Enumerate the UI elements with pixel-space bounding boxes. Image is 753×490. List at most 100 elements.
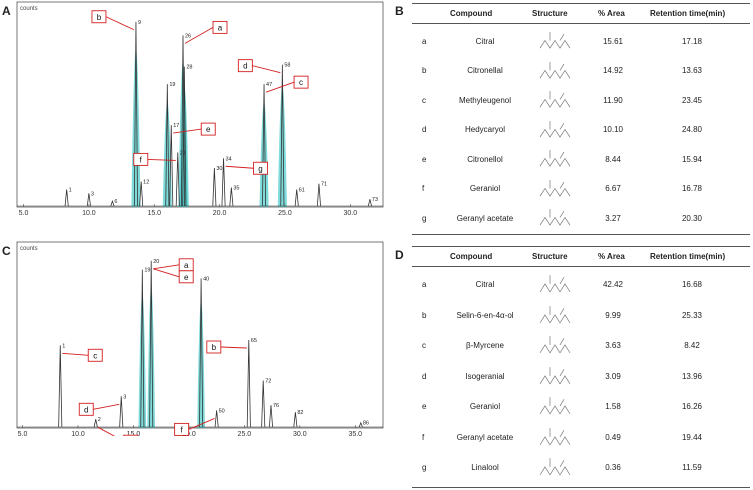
area-value: 0.49 <box>605 432 621 442</box>
peak-28 <box>182 66 187 207</box>
col-header-structure: Structure <box>532 9 568 18</box>
compound-name: Citronellol <box>467 154 503 164</box>
row-id: b <box>422 66 427 76</box>
col-header-rt: Retention time(min) <box>650 9 726 18</box>
area-value: 0.36 <box>605 463 621 473</box>
peak-label: 47 <box>266 82 272 88</box>
callout-arrow <box>153 264 180 270</box>
row-id: c <box>422 341 426 351</box>
callout-box-b <box>91 10 107 24</box>
plot-frame <box>16 1 384 208</box>
peak-50 <box>214 410 219 428</box>
row-id: b <box>422 310 427 320</box>
peak-label: 40 <box>203 276 209 282</box>
retention-time-value: 25.33 <box>681 310 703 320</box>
chromatogram-c-svg: counts5.010.015.020.025.030.035.01231920… <box>16 241 384 436</box>
peak-label: 50 <box>219 408 225 414</box>
retention-time-value: 13.63 <box>681 66 703 76</box>
peak-3 <box>86 193 91 207</box>
x-tick-label: 10.0 <box>82 210 96 217</box>
table-header-rule <box>412 23 750 24</box>
peak-30 <box>212 167 217 207</box>
callout-letter: b <box>212 343 217 352</box>
peak-17 <box>169 125 174 207</box>
callout-letter: f <box>140 155 143 164</box>
y-axis-label: counts <box>20 246 38 252</box>
retention-time-value: 24.80 <box>681 125 703 135</box>
peak-label: 30 <box>216 166 222 172</box>
peak-34 <box>221 158 226 207</box>
peak-label: 1 <box>62 343 65 349</box>
structure-f <box>539 427 571 446</box>
peak-label: 71 <box>321 182 327 188</box>
callout-letter: a <box>184 261 189 270</box>
peak-label: 61 <box>299 187 305 193</box>
row-id: g <box>422 463 427 473</box>
structure-f <box>539 179 571 197</box>
peak-label: 86 <box>363 421 369 427</box>
callout-box-e <box>178 270 194 284</box>
callout-box-g <box>123 434 139 436</box>
peak-label: 35 <box>233 186 239 192</box>
peak-3 <box>119 396 124 428</box>
peak-deconvolution-area <box>138 293 147 428</box>
table-bottom-rule <box>412 234 750 235</box>
peak-label: 65 <box>251 338 257 344</box>
peak-1 <box>58 345 63 428</box>
area-value: 11.90 <box>603 95 623 105</box>
y-axis-label: counts <box>20 6 38 12</box>
callout-letter: a <box>218 23 223 32</box>
peak-label: 17 <box>173 123 179 129</box>
peak-label: 28 <box>186 65 192 71</box>
peak-19 <box>165 84 170 207</box>
table-top-rule <box>412 246 750 247</box>
structure-e <box>539 150 571 167</box>
callout-box-c <box>87 348 103 362</box>
x-tick-label: 5.0 <box>19 210 29 217</box>
peak-label: 12 <box>143 180 149 186</box>
area-value: 6.67 <box>605 184 621 194</box>
callout-arrow <box>188 417 215 430</box>
callout-letter: g <box>258 164 262 173</box>
panel-label-b: B <box>395 4 404 18</box>
retention-time-value: 17.18 <box>681 36 703 46</box>
peak-label: 26 <box>185 33 191 39</box>
peak-label: 58 <box>284 63 290 69</box>
peak-2 <box>93 419 98 428</box>
structure-d <box>539 120 571 138</box>
peak-12 <box>139 181 144 207</box>
row-id: a <box>422 280 427 290</box>
area-value: 15.61 <box>602 36 624 46</box>
callout-arrow <box>147 158 176 161</box>
peak-deconvolution-area <box>197 300 205 428</box>
compound-name: Methyleugenol <box>458 95 512 105</box>
peak-6 <box>110 199 115 207</box>
col-header-rt: Retention time(min) <box>650 252 726 261</box>
structure-b <box>539 305 571 324</box>
row-id: e <box>422 154 427 164</box>
callout-arrow <box>93 403 120 410</box>
retention-time-value: 16.26 <box>681 402 703 412</box>
area-value: 10.10 <box>602 125 624 135</box>
callout-arrow <box>184 27 214 44</box>
peak-label: 6 <box>114 199 117 205</box>
x-tick-label: 25.0 <box>278 210 292 217</box>
peak-58 <box>280 64 285 207</box>
panel-label-d: D <box>395 248 404 262</box>
callout-letter: b <box>97 13 102 22</box>
callout-letter: e <box>184 273 189 282</box>
area-value: 1.58 <box>605 402 621 412</box>
callout-letter: d <box>243 62 247 71</box>
row-id: a <box>422 36 427 46</box>
structure-c <box>539 91 571 108</box>
peak-label: 19 <box>144 268 150 274</box>
row-id: f <box>422 184 425 194</box>
x-tick-label: 30.0 <box>344 210 358 217</box>
compound-name: Citral <box>475 280 495 290</box>
retention-time-value: 19.44 <box>681 432 703 442</box>
panel-label-a: A <box>2 4 11 18</box>
compound-table-d: Compound Structure % Area Retention time… <box>412 246 750 488</box>
row-id: c <box>422 95 426 105</box>
peak-label: 3 <box>123 394 126 400</box>
callout-arrow <box>62 352 89 356</box>
